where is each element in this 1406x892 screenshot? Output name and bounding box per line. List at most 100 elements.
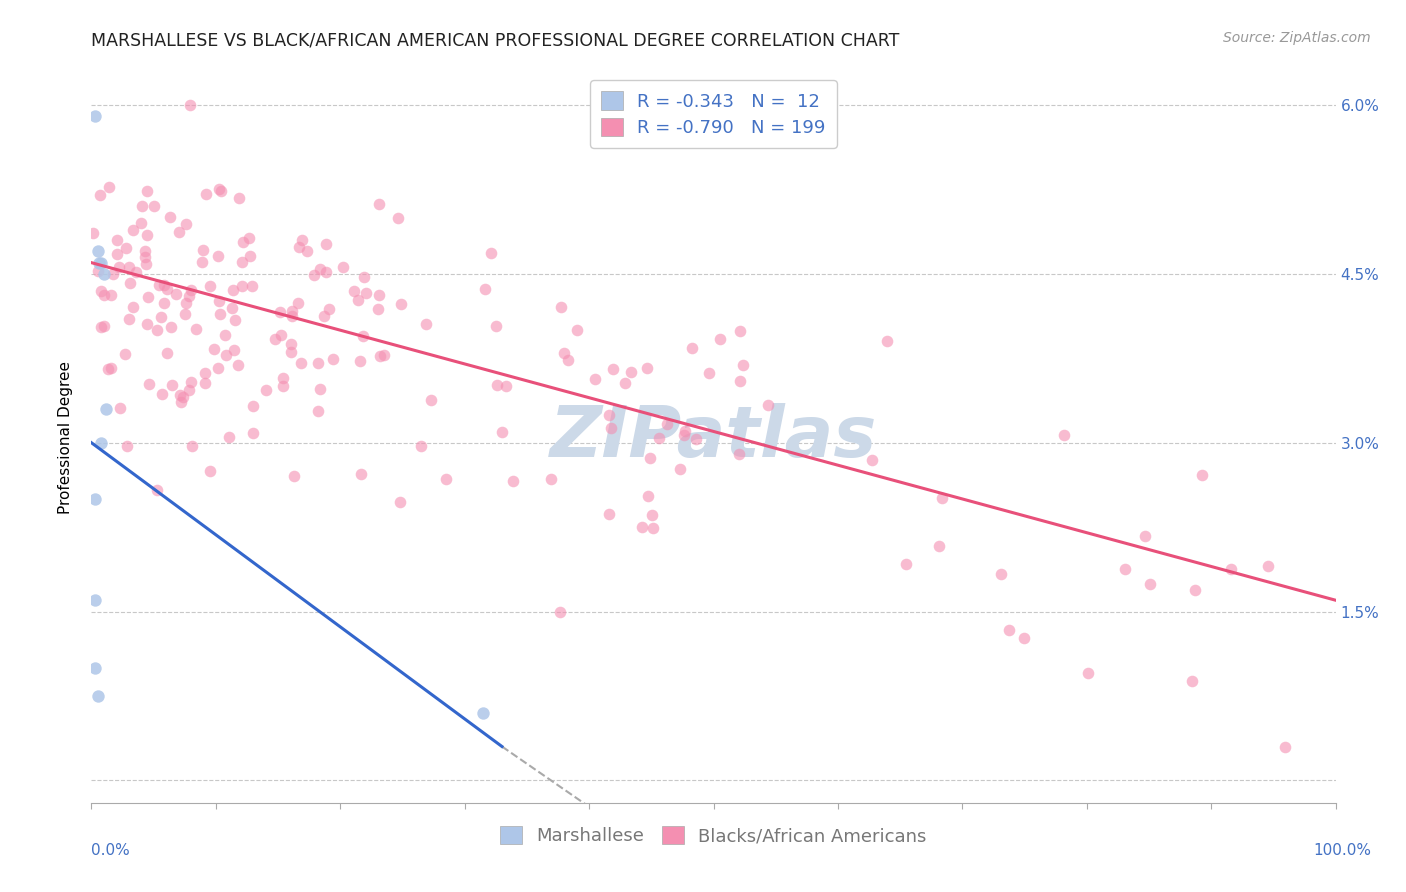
Point	[495, 379, 517, 393]
Point	[195, 186, 218, 201]
Point	[354, 286, 377, 301]
Point	[550, 300, 572, 314]
Point	[270, 327, 292, 342]
Point	[90, 320, 112, 334]
Point	[685, 433, 707, 447]
Point	[180, 283, 202, 297]
Point	[648, 431, 671, 445]
Point	[322, 352, 344, 367]
Point	[367, 288, 389, 302]
Point	[308, 262, 330, 277]
Point	[637, 489, 659, 503]
Point	[215, 348, 238, 362]
Point	[82, 226, 104, 240]
Point	[343, 284, 366, 298]
Point	[620, 365, 643, 379]
Point	[118, 311, 141, 326]
Point	[135, 184, 157, 198]
Point	[728, 374, 751, 388]
Point	[409, 439, 432, 453]
Point	[602, 361, 624, 376]
Point	[280, 303, 302, 318]
Point	[117, 438, 139, 452]
Point	[96, 401, 118, 416]
Point	[174, 217, 197, 231]
Point	[84, 109, 107, 123]
Point	[100, 287, 122, 301]
Point	[332, 260, 354, 274]
Point	[728, 447, 751, 461]
Point	[1191, 468, 1213, 483]
Point	[101, 268, 124, 282]
Point	[115, 241, 138, 255]
Point	[93, 267, 115, 281]
Point	[153, 278, 176, 293]
Point	[731, 358, 754, 372]
Point	[134, 250, 156, 264]
Point	[228, 191, 250, 205]
Point	[179, 97, 201, 112]
Point	[548, 605, 571, 619]
Point	[231, 279, 253, 293]
Point	[105, 233, 128, 247]
Point	[136, 228, 159, 243]
Point	[295, 244, 318, 258]
Point	[349, 467, 371, 482]
Point	[108, 401, 131, 415]
Point	[368, 349, 391, 363]
Point	[290, 356, 312, 370]
Point	[222, 343, 245, 357]
Point	[318, 301, 340, 316]
Point	[636, 361, 658, 376]
Point	[135, 257, 157, 271]
Point	[84, 593, 107, 607]
Point	[122, 223, 145, 237]
Point	[202, 343, 225, 357]
Point	[86, 263, 108, 277]
Point	[131, 199, 153, 213]
Point	[177, 383, 200, 397]
Point	[207, 361, 229, 376]
Point	[156, 282, 179, 296]
Point	[97, 180, 120, 194]
Point	[218, 430, 240, 444]
Point	[367, 196, 389, 211]
Point	[373, 348, 395, 362]
Point	[434, 472, 457, 486]
Point	[315, 236, 337, 251]
Point	[565, 323, 588, 337]
Point	[93, 288, 115, 302]
Point	[583, 372, 606, 386]
Point	[491, 425, 513, 440]
Point	[756, 397, 779, 411]
Point	[388, 495, 411, 509]
Point	[93, 318, 115, 333]
Point	[136, 290, 159, 304]
Point	[474, 282, 496, 296]
Point	[221, 301, 243, 315]
Point	[87, 255, 110, 269]
Point	[486, 378, 509, 392]
Point	[89, 188, 111, 202]
Point	[1133, 528, 1156, 542]
Point	[1184, 582, 1206, 597]
Point	[222, 283, 245, 297]
Point	[315, 264, 337, 278]
Point	[162, 377, 184, 392]
Point	[990, 566, 1012, 581]
Point	[231, 255, 253, 269]
Point	[307, 356, 329, 370]
Point	[931, 491, 953, 506]
Point	[254, 384, 277, 398]
Point	[1257, 559, 1279, 574]
Point	[485, 318, 508, 333]
Point	[90, 435, 112, 450]
Point	[540, 472, 562, 486]
Point	[1274, 740, 1296, 755]
Point	[165, 287, 187, 301]
Point	[194, 366, 217, 380]
Point	[242, 399, 264, 413]
Point	[1114, 562, 1136, 576]
Point	[239, 249, 262, 263]
Point	[135, 318, 157, 332]
